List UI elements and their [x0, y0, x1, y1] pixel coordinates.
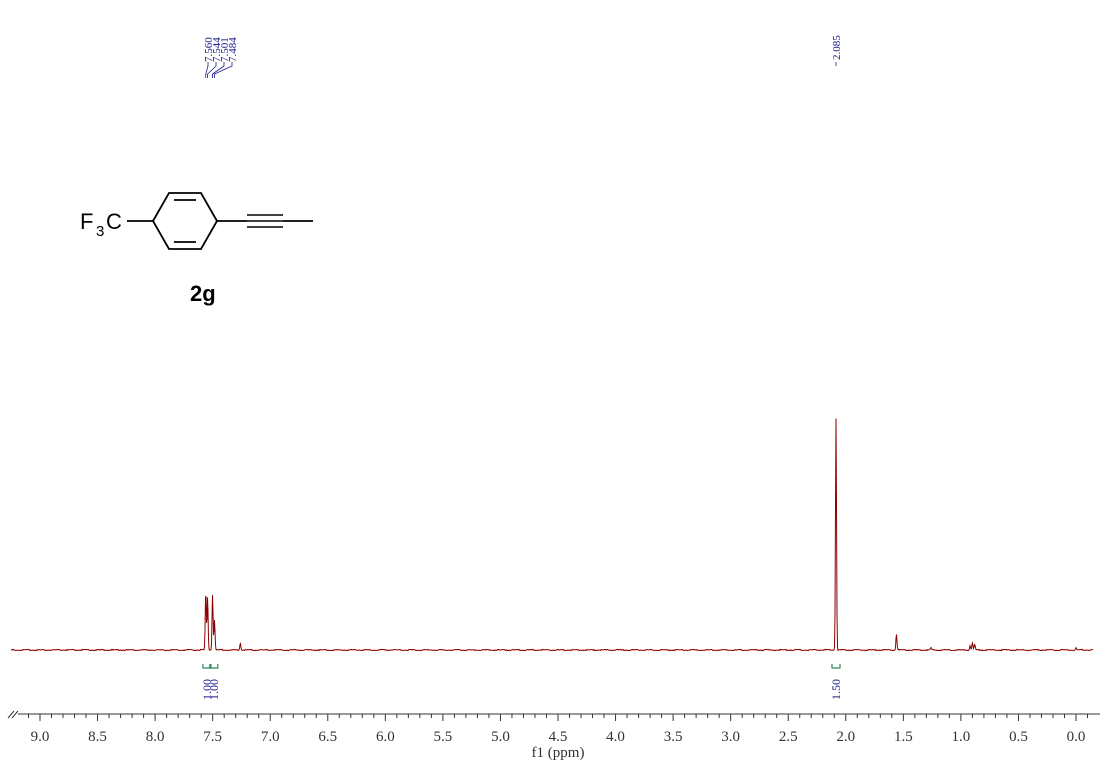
- axis-break-mark: [7, 710, 19, 719]
- x-tick-label: 4.0: [606, 729, 625, 745]
- x-tick-label: 7.0: [261, 729, 280, 745]
- spectrum-trace: [10, 418, 1094, 652]
- x-tick-label: 8.0: [146, 729, 165, 745]
- integral-bracket: [209, 664, 219, 669]
- x-tick-label: 7.5: [203, 729, 222, 745]
- integral-value: 1.00: [200, 679, 214, 700]
- peak-label-connector: [207, 62, 217, 78]
- x-tick-label: 0.5: [1009, 729, 1028, 745]
- x-tick-label: 6.0: [376, 729, 395, 745]
- compound-label: 2g: [190, 281, 216, 306]
- x-tick-label: 3.0: [721, 729, 740, 745]
- x-tick-label: 1.0: [952, 729, 971, 745]
- peak-label-connector: [205, 62, 209, 78]
- x-tick-label: 5.0: [491, 729, 510, 745]
- integral-value: 1.50: [829, 679, 843, 700]
- peak-label: 2.085: [831, 35, 843, 60]
- integral-bracket: [831, 664, 841, 669]
- x-tick-label: 6.5: [318, 729, 337, 745]
- peak-label-connector: [214, 62, 233, 78]
- x-tick-label: 2.5: [779, 729, 798, 745]
- x-tick-label: 5.5: [434, 729, 453, 745]
- x-tick-label: 3.5: [664, 729, 683, 745]
- integral-value: 1.00: [207, 679, 221, 700]
- peak-label: 7.560: [203, 37, 215, 62]
- integrals: 1.001.00 1.50: [200, 664, 843, 700]
- substituent-subscript: 3: [96, 223, 104, 240]
- alkyne-triple-bond: [247, 214, 283, 228]
- integral-bracket: [202, 664, 212, 669]
- peak-label: 7.501: [219, 37, 231, 62]
- x-tick-label: 9.0: [31, 729, 50, 745]
- benzene-ring: [151, 192, 219, 250]
- x-tick-label: 8.5: [88, 729, 107, 745]
- peak-label: 7.484: [227, 37, 239, 62]
- x-tick-label: 2.0: [836, 729, 855, 745]
- x-tick-label: 1.5: [894, 729, 913, 745]
- x-axis-title: f1 (ppm): [532, 745, 585, 761]
- substituent-tail: C: [106, 209, 122, 234]
- x-axis: 9.0 8.5 8.0 7.5 7.0 6.5 6.0 5.5 5.0 4.5 4.0 3.5 3.0 2…: [7, 710, 1100, 745]
- peak-label-connector: [212, 62, 225, 78]
- x-tick-label: 4.5: [549, 729, 568, 745]
- peak-label: 7.544: [211, 37, 223, 62]
- substituent-main: F: [80, 209, 93, 234]
- molecule-structure: F 3 C 2g: [80, 192, 313, 306]
- x-tick-label: 0.0: [1067, 729, 1086, 745]
